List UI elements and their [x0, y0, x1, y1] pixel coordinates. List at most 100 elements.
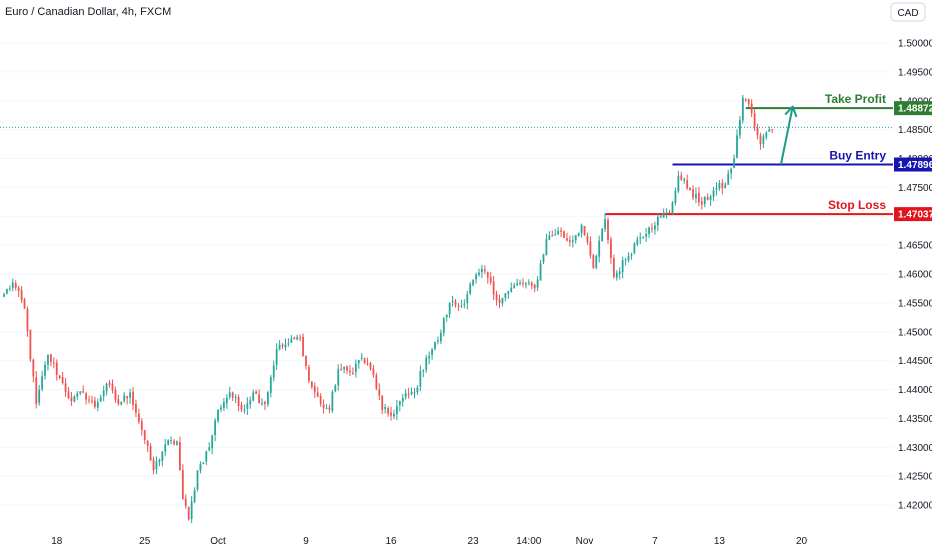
candle-body[interactable]: [574, 235, 577, 241]
candle-body[interactable]: [416, 387, 419, 393]
candle-body[interactable]: [337, 369, 340, 386]
candle-body[interactable]: [99, 397, 102, 402]
candle-body[interactable]: [225, 397, 228, 404]
candle-body[interactable]: [264, 402, 266, 404]
candle-body[interactable]: [639, 237, 642, 239]
candle-body[interactable]: [313, 385, 316, 393]
candle-body[interactable]: [384, 407, 387, 409]
candle-body[interactable]: [38, 389, 41, 403]
candle-body[interactable]: [149, 445, 152, 461]
candle-body[interactable]: [322, 404, 325, 408]
candle-body[interactable]: [85, 393, 87, 400]
candle-body[interactable]: [519, 282, 521, 284]
candle-body[interactable]: [706, 197, 709, 201]
currency-badge[interactable]: CAD: [890, 2, 926, 22]
candle-body[interactable]: [334, 385, 337, 392]
candle-body[interactable]: [481, 268, 483, 273]
candle-body[interactable]: [272, 365, 275, 378]
candle-body[interactable]: [654, 225, 656, 230]
candle-body[interactable]: [703, 196, 706, 205]
candle-body[interactable]: [513, 285, 516, 288]
candle-body[interactable]: [340, 368, 343, 370]
candle-body[interactable]: [741, 97, 744, 121]
candle-body[interactable]: [93, 400, 96, 407]
candle-body[interactable]: [475, 274, 477, 280]
candle-body[interactable]: [64, 383, 67, 392]
candle-body[interactable]: [771, 129, 774, 131]
candle-body[interactable]: [202, 462, 205, 464]
candle-body[interactable]: [404, 393, 407, 398]
candle-body[interactable]: [612, 258, 615, 277]
candle-body[interactable]: [73, 396, 76, 402]
candle-body[interactable]: [32, 359, 35, 377]
candle-body[interactable]: [595, 255, 598, 268]
candle-body[interactable]: [255, 391, 258, 394]
candle-body[interactable]: [41, 376, 44, 390]
candle-body[interactable]: [645, 234, 648, 237]
candle-body[interactable]: [11, 282, 14, 288]
candle-body[interactable]: [709, 196, 712, 200]
candle-body[interactable]: [750, 103, 753, 114]
candle-body[interactable]: [137, 413, 140, 422]
candle-body[interactable]: [3, 294, 5, 297]
candle-body[interactable]: [407, 393, 410, 395]
currency-badge-box[interactable]: [890, 2, 926, 22]
candle-body[interactable]: [79, 391, 82, 394]
candle-body[interactable]: [105, 383, 108, 392]
candle-body[interactable]: [642, 237, 645, 239]
candle-body[interactable]: [114, 389, 117, 400]
candle-body[interactable]: [91, 400, 93, 402]
candle-body[interactable]: [744, 98, 747, 101]
candle-body[interactable]: [88, 399, 90, 401]
candle-body[interactable]: [299, 337, 302, 339]
candle-body[interactable]: [410, 392, 413, 395]
candle-body[interactable]: [507, 291, 510, 294]
candle-body[interactable]: [765, 132, 768, 138]
candle-body[interactable]: [736, 135, 738, 158]
candle-body[interactable]: [390, 412, 392, 416]
candle-body[interactable]: [176, 441, 178, 445]
candle-body[interactable]: [126, 396, 129, 399]
candle-body[interactable]: [26, 308, 29, 331]
candle-body[interactable]: [495, 294, 498, 300]
candle-body[interactable]: [269, 377, 272, 393]
candle-body[interactable]: [648, 227, 650, 234]
candle-body[interactable]: [680, 175, 683, 180]
candle-body[interactable]: [457, 305, 460, 307]
candle-body[interactable]: [349, 370, 351, 373]
candle-body[interactable]: [671, 202, 674, 215]
candle-body[interactable]: [308, 366, 310, 381]
candle-body[interactable]: [539, 263, 542, 281]
candle-body[interactable]: [146, 440, 149, 446]
candle-body[interactable]: [580, 224, 583, 233]
candle-body[interactable]: [35, 377, 38, 404]
candle-body[interactable]: [158, 459, 161, 462]
candle-body[interactable]: [527, 282, 530, 284]
candle-body[interactable]: [439, 332, 442, 342]
candle-body[interactable]: [739, 120, 741, 136]
candle-body[interactable]: [287, 343, 290, 345]
candle-body[interactable]: [712, 190, 715, 198]
candle-body[interactable]: [586, 236, 589, 243]
candle-body[interactable]: [651, 227, 653, 229]
candle-body[interactable]: [604, 219, 606, 230]
candle-body[interactable]: [161, 451, 164, 461]
candle-body[interactable]: [76, 393, 79, 397]
candle-body[interactable]: [237, 396, 240, 407]
candle-body[interactable]: [23, 299, 26, 309]
candle-body[interactable]: [419, 371, 422, 387]
candle-body[interactable]: [434, 341, 436, 349]
candle-body[interactable]: [762, 136, 765, 144]
candle-body[interactable]: [557, 230, 560, 235]
candle-body[interactable]: [607, 219, 609, 241]
candle-body[interactable]: [316, 392, 319, 397]
candle-body[interactable]: [659, 216, 662, 218]
candle-body[interactable]: [357, 359, 360, 364]
candle-body[interactable]: [554, 234, 557, 236]
candle-body[interactable]: [6, 288, 8, 294]
candle-body[interactable]: [542, 254, 545, 263]
candle-body[interactable]: [577, 232, 580, 237]
candle-body[interactable]: [343, 366, 346, 370]
candle-body[interactable]: [214, 420, 217, 436]
